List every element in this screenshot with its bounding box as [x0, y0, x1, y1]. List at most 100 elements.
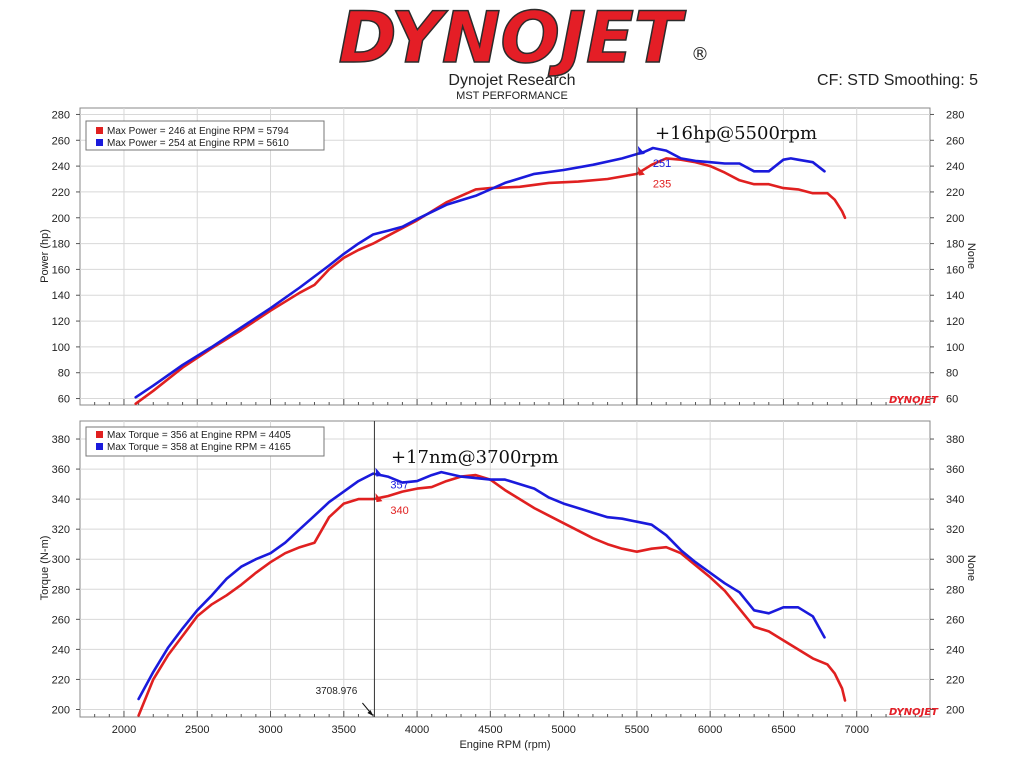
y2-tick-label: 100 — [946, 342, 964, 354]
power-legend: Max Power = 246 at Engine RPM = 5794 Max… — [85, 120, 325, 151]
red-value-label: 235 — [653, 179, 671, 191]
blue-value-label: 357 — [390, 480, 408, 492]
y2-tick-label: 340 — [946, 494, 964, 506]
y2-tick-label: 240 — [946, 644, 964, 656]
logo-registered-mark: ® — [691, 44, 709, 65]
y-tick-label: 240 — [52, 644, 70, 656]
torque-grid — [80, 421, 930, 717]
power-headline-annotation: +16hp@5500rpm — [655, 123, 817, 144]
y-tick-label: 60 — [58, 394, 70, 406]
y-tick-label: 280 — [52, 584, 70, 596]
y2-tick-label: 280 — [946, 109, 964, 121]
y2-tick-label: 200 — [946, 704, 964, 716]
torque-legend-entry-blue: Max Torque = 358 at Engine RPM = 4165 — [107, 442, 291, 453]
chart-title: Dynojet Research — [448, 72, 575, 89]
y-tick-label: 240 — [52, 161, 70, 173]
y-tick-label: 100 — [52, 342, 70, 354]
red-value-marker — [375, 493, 383, 503]
torque-annotations: 357 340 — [362, 467, 409, 716]
y2-tick-label: 280 — [946, 584, 964, 596]
y-tick-label: 260 — [52, 135, 70, 147]
power-annotations: 251 235 — [637, 145, 671, 191]
power-watermark: DYNOJET — [889, 395, 939, 406]
power-y2-axis-label: None — [965, 243, 977, 269]
torque-legend: Max Torque = 356 at Engine RPM = 4405 Ma… — [85, 426, 325, 457]
y2-tick-label: 80 — [946, 368, 958, 380]
y-tick-label: 380 — [52, 434, 70, 446]
blue-value-label: 251 — [653, 158, 671, 170]
y2-tick-label: 360 — [946, 464, 964, 476]
power-legend-box — [85, 120, 325, 151]
cursor-rpm-readout: 3708.976 — [316, 686, 358, 697]
power-legend-swatch-red — [96, 127, 103, 134]
settings-label: CF: STD Smoothing: 5 — [817, 72, 978, 89]
power-legend-swatch-blue — [96, 139, 103, 146]
y-tick-label: 160 — [52, 264, 70, 276]
torque-headline-annotation: +17nm@3700rpm — [391, 447, 559, 468]
y2-tick-label: 220 — [946, 187, 964, 199]
y2-tick-label: 240 — [946, 161, 964, 173]
x-tick-label: 3500 — [332, 724, 356, 736]
y2-tick-label: 260 — [946, 614, 964, 626]
y2-tick-label: 320 — [946, 524, 964, 536]
y-tick-label: 220 — [52, 674, 70, 686]
y-tick-label: 220 — [52, 187, 70, 199]
blue-value-marker — [375, 467, 383, 477]
x-tick-label: 6000 — [698, 724, 722, 736]
y2-tick-label: 180 — [946, 239, 964, 251]
chart-subtitle: MST PERFORMANCE — [456, 90, 568, 102]
torque-series-blue-line — [137, 470, 826, 701]
red-value-marker — [637, 166, 645, 176]
power-series-blue-line — [134, 146, 826, 399]
y-tick-label: 340 — [52, 494, 70, 506]
y-tick-label: 200 — [52, 704, 70, 716]
power-plot-frame — [79, 107, 931, 406]
torque-y2-axis-label: None — [965, 555, 977, 581]
torque-watermark: DYNOJET — [889, 707, 939, 718]
power-y-axis-label: Power (hp) — [39, 229, 51, 283]
y2-tick-label: 60 — [946, 394, 958, 406]
y-tick-label: 260 — [52, 614, 70, 626]
logo-text: DYNOJET — [338, 0, 686, 79]
power-series — [134, 146, 847, 405]
logo: DYNOJET ® — [338, 0, 709, 80]
torque-series-red-line — [137, 473, 847, 717]
y-tick-label: 200 — [52, 213, 70, 225]
x-axis-label: Engine RPM (rpm) — [459, 739, 550, 751]
torque-series — [137, 470, 847, 717]
x-tick-label: 5000 — [551, 724, 575, 736]
y2-tick-label: 200 — [946, 213, 964, 225]
y-tick-label: 80 — [58, 368, 70, 380]
power-panel: 60 80 100 120 140 160 180 200 220 240 260 280 60 80 1… — [39, 107, 977, 406]
x-tick-label: 5500 — [625, 724, 649, 736]
y2-tick-label: 120 — [946, 316, 964, 328]
torque-legend-swatch-blue — [96, 443, 103, 450]
y-tick-label: 280 — [52, 109, 70, 121]
power-legend-entry-red: Max Power = 246 at Engine RPM = 5794 — [107, 126, 289, 137]
torque-y-ticks: 200 220 240 260 280 300 320 340 360 380 — [52, 434, 80, 716]
x-tick-label: 4500 — [478, 724, 502, 736]
torque-x-ticks: 2000 2500 3000 3500 4000 4500 5000 5500 6000 6500… — [112, 724, 869, 736]
torque-y-axis-label: Torque (N-m) — [39, 536, 51, 601]
torque-panel: 200 220 240 260 280 300 320 340 360 380 200 220 240… — [39, 420, 977, 751]
y2-tick-label: 140 — [946, 290, 964, 302]
blue-value-marker — [637, 145, 645, 155]
x-tick-label: 7000 — [844, 724, 868, 736]
x-tick-label: 4000 — [405, 724, 429, 736]
y2-tick-label: 260 — [946, 135, 964, 147]
power-series-red-line — [134, 157, 847, 405]
torque-legend-box — [85, 426, 325, 457]
y-tick-label: 120 — [52, 316, 70, 328]
y-tick-label: 360 — [52, 464, 70, 476]
red-value-label: 340 — [390, 505, 408, 517]
y2-tick-label: 220 — [946, 674, 964, 686]
torque-y2-ticks: 200 220 240 260 280 300 320 340 360 380 — [930, 434, 964, 716]
power-legend-entry-blue: Max Power = 254 at Engine RPM = 5610 — [107, 138, 289, 149]
torque-plot-frame — [79, 420, 931, 718]
x-tick-label: 2500 — [185, 724, 209, 736]
y2-tick-label: 380 — [946, 434, 964, 446]
cursor-readout-arrowhead — [367, 710, 374, 716]
y2-tick-label: 300 — [946, 554, 964, 566]
x-tick-label: 2000 — [112, 724, 136, 736]
